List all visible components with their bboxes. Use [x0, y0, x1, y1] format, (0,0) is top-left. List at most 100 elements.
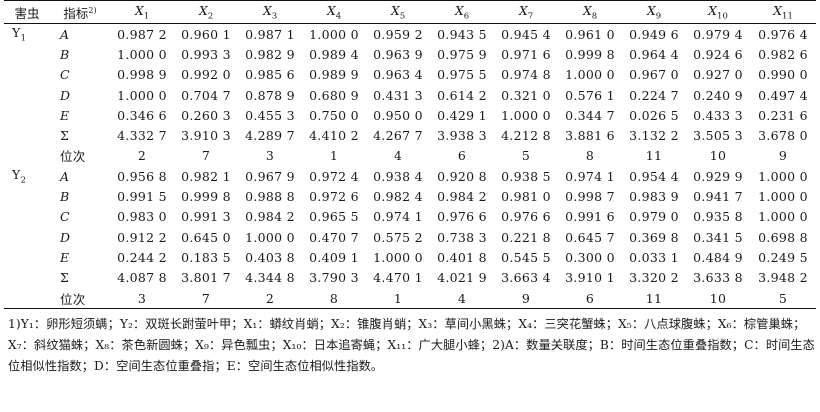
value-cell: 5 [778, 290, 788, 306]
value-cell: 1.000 0 [758, 189, 808, 205]
value-cell: 3.948 2 [758, 270, 808, 286]
value-cell: 0.959 2 [373, 26, 423, 42]
indicator-cell: 位次 [60, 149, 86, 165]
indicator-cell: A [60, 168, 70, 184]
value-cell: 0.985 6 [245, 67, 295, 83]
header-x4: X4 [326, 2, 342, 22]
value-cell: 1.000 0 [373, 249, 423, 265]
value-cell: 0.975 9 [437, 46, 487, 62]
value-cell: 0.976 4 [758, 26, 808, 42]
table-row: E 0.346 6 0.260 3 0.455 3 0.750 0 0.950 0 0.42… [4, 105, 816, 125]
value-cell: 0.033 1 [629, 249, 679, 265]
value-cell: 0.938 4 [373, 168, 423, 184]
header-row: 害虫 指标2) X1 X2 X3 X4 X5 X6 X7 X8 X9 X10 X11 [4, 0, 816, 24]
value-cell: 0.990 0 [758, 67, 808, 83]
value-cell: 0.972 6 [309, 189, 359, 205]
value-cell: 3.633 8 [693, 270, 743, 286]
indicator-cell: E [60, 249, 70, 265]
pest-cell: Y2 [12, 166, 27, 186]
value-cell: 0.484 9 [693, 249, 743, 265]
value-cell: 5 [521, 148, 531, 164]
value-cell: 0.545 5 [501, 249, 551, 265]
value-cell: 0.409 1 [309, 249, 359, 265]
value-cell: 0.984 2 [245, 209, 295, 225]
value-cell: 0.231 6 [758, 107, 808, 123]
value-cell: 1.000 0 [117, 46, 167, 62]
value-cell: 0.960 1 [181, 26, 231, 42]
value-cell: 1.000 0 [565, 67, 615, 83]
value-cell: 0.965 5 [309, 209, 359, 225]
value-cell: 0.738 3 [437, 229, 487, 245]
indicator-cell: B [60, 46, 70, 62]
value-cell: 0.998 9 [117, 67, 167, 83]
value-cell: 0.221 8 [501, 229, 551, 245]
value-cell: 4.267 7 [373, 128, 423, 144]
value-cell: 7 [201, 290, 211, 306]
table-row: Y2 A 0.956 8 0.982 1 0.967 9 0.972 4 0.938 4 0.… [4, 166, 816, 186]
table-row: Σ 4.332 7 3.910 3 4.289 7 4.410 2 4.267 7 3.93… [4, 125, 816, 145]
value-cell: 0.989 9 [309, 67, 359, 83]
value-cell: 0.575 2 [373, 229, 423, 245]
header-x6: X6 [454, 2, 470, 22]
header-x11: X11 [773, 2, 793, 22]
value-cell: 0.927 0 [693, 67, 743, 83]
header-x7: X7 [518, 2, 534, 22]
value-cell: 3.938 3 [437, 128, 487, 144]
pest-cell [4, 125, 50, 145]
value-cell: 0.704 7 [181, 87, 231, 103]
table-row: C 0.983 0 0.991 3 0.984 2 0.965 5 0.974 1 0.97… [4, 207, 816, 227]
value-cell: 0.991 6 [565, 209, 615, 225]
value-cell: 4.344 8 [245, 270, 295, 286]
value-cell: 0.998 7 [565, 189, 615, 205]
value-cell: 0.991 5 [117, 189, 167, 205]
value-cell: 4.410 2 [309, 128, 359, 144]
value-cell: 0.920 8 [437, 168, 487, 184]
pest-cell [4, 227, 50, 247]
pest-cell [4, 65, 50, 85]
value-cell: 6 [457, 148, 467, 164]
value-cell: 0.982 9 [245, 46, 295, 62]
value-cell: 0.954 4 [629, 168, 679, 184]
header-pest: 害虫 [14, 5, 40, 21]
table-row: 位次 2 7 3 1 4 6 5 8 11 10 9 [4, 146, 816, 166]
table-row: B 0.991 5 0.999 8 0.988 8 0.972 6 0.982 4 0.98… [4, 186, 816, 206]
document: 害虫 指标2) X1 X2 X3 X4 X5 X6 X7 X8 X9 X10 X11 Y1 A 0.98… [4, 0, 816, 377]
value-cell: 3.505 3 [693, 128, 743, 144]
header-x1: X1 [134, 2, 150, 22]
value-cell: 1.000 0 [117, 87, 167, 103]
value-cell: 0.988 8 [245, 189, 295, 205]
pest-cell [4, 288, 50, 309]
value-cell: 3.910 1 [565, 270, 615, 286]
value-cell: 0.967 9 [245, 168, 295, 184]
value-cell: 0.967 0 [629, 67, 679, 83]
value-cell: 0.249 5 [758, 249, 808, 265]
value-cell: 4.289 7 [245, 128, 295, 144]
value-cell: 0.983 0 [117, 209, 167, 225]
value-cell: 0.614 2 [437, 87, 487, 103]
value-cell: 0.982 4 [373, 189, 423, 205]
value-cell: 0.401 8 [437, 249, 487, 265]
pest-cell [4, 207, 50, 227]
value-cell: 0.912 2 [117, 229, 167, 245]
value-cell: 10 [709, 148, 727, 164]
indicator-cell: C [60, 209, 70, 225]
value-cell: 1.000 0 [758, 209, 808, 225]
value-cell: 11 [645, 290, 663, 306]
value-cell: 0.945 4 [501, 26, 551, 42]
value-cell: 2 [137, 148, 147, 164]
header-x9: X9 [646, 2, 662, 22]
indicator-cell: E [60, 107, 70, 123]
value-cell: 0.497 4 [758, 87, 808, 103]
pest-cell [4, 44, 50, 64]
value-cell: 7 [201, 148, 211, 164]
indicator-cell: D [60, 87, 71, 103]
value-cell: 1.000 0 [758, 168, 808, 184]
value-cell: 0.963 4 [373, 67, 423, 83]
value-cell: 0.470 7 [309, 229, 359, 245]
value-cell: 3 [137, 290, 147, 306]
table-row: B 1.000 0 0.993 3 0.982 9 0.989 4 0.963 9 0.97… [4, 44, 816, 64]
indicator-cell: Σ [60, 270, 70, 286]
value-cell: 8 [585, 148, 595, 164]
indicator-cell: 位次 [60, 291, 86, 307]
pest-cell [4, 268, 50, 288]
